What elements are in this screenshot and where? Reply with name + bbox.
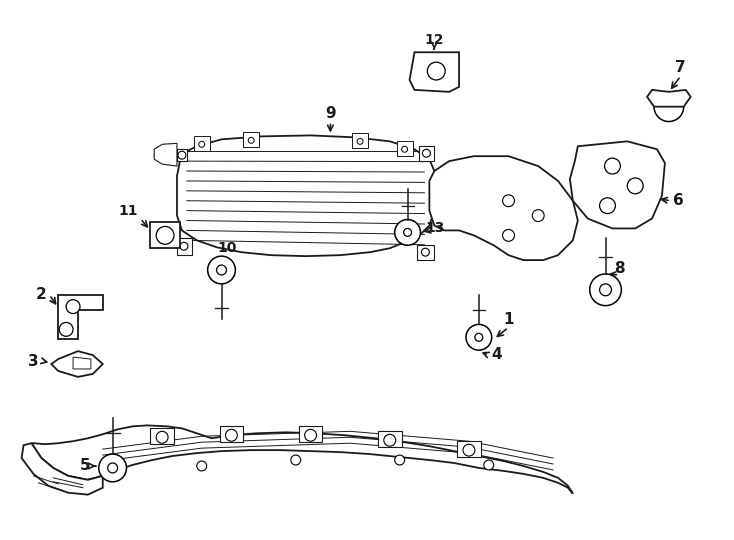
Polygon shape [150, 428, 174, 444]
Polygon shape [21, 443, 103, 495]
Circle shape [197, 461, 207, 471]
Circle shape [248, 137, 254, 143]
Polygon shape [150, 222, 180, 248]
Polygon shape [410, 52, 459, 92]
Circle shape [156, 431, 168, 443]
Text: 6: 6 [673, 193, 684, 208]
Circle shape [532, 210, 544, 221]
Circle shape [605, 158, 620, 174]
Circle shape [225, 429, 237, 441]
Circle shape [600, 284, 611, 296]
Polygon shape [177, 136, 435, 256]
Polygon shape [352, 133, 368, 148]
Text: 9: 9 [325, 106, 335, 121]
Circle shape [305, 429, 316, 441]
Circle shape [66, 300, 80, 314]
Circle shape [589, 274, 622, 306]
Circle shape [421, 248, 429, 256]
Circle shape [156, 226, 174, 244]
Circle shape [108, 463, 117, 473]
Text: 10: 10 [218, 241, 237, 255]
Polygon shape [570, 141, 665, 228]
Circle shape [654, 92, 683, 122]
Polygon shape [73, 357, 91, 369]
Circle shape [503, 230, 515, 241]
Polygon shape [58, 295, 103, 339]
Circle shape [600, 198, 615, 214]
Text: 13: 13 [426, 221, 445, 235]
Circle shape [404, 228, 412, 237]
Polygon shape [647, 90, 691, 107]
Circle shape [628, 178, 643, 194]
Text: 2: 2 [36, 287, 47, 302]
Circle shape [395, 220, 421, 245]
Circle shape [217, 265, 227, 275]
Polygon shape [396, 141, 413, 156]
Polygon shape [378, 431, 401, 447]
Text: 1: 1 [504, 312, 514, 327]
Circle shape [503, 195, 515, 207]
Circle shape [180, 242, 188, 250]
Circle shape [484, 460, 494, 470]
Circle shape [475, 333, 483, 341]
Polygon shape [419, 146, 435, 161]
Polygon shape [177, 238, 192, 255]
Polygon shape [243, 132, 259, 147]
Polygon shape [154, 143, 177, 166]
Circle shape [466, 325, 492, 350]
Polygon shape [51, 351, 103, 377]
Circle shape [99, 454, 126, 482]
Text: 5: 5 [79, 458, 90, 474]
Polygon shape [32, 426, 573, 494]
Polygon shape [194, 137, 210, 151]
Circle shape [291, 455, 301, 465]
Circle shape [384, 434, 396, 446]
Circle shape [463, 444, 475, 456]
Polygon shape [457, 441, 481, 457]
Text: 12: 12 [424, 33, 444, 48]
Text: 8: 8 [614, 260, 625, 275]
Polygon shape [219, 427, 243, 442]
Circle shape [395, 455, 404, 465]
Circle shape [208, 256, 236, 284]
Circle shape [401, 146, 407, 152]
Polygon shape [429, 156, 578, 260]
Circle shape [357, 138, 363, 144]
Circle shape [199, 141, 205, 147]
Text: 3: 3 [28, 354, 39, 369]
Circle shape [427, 62, 446, 80]
Text: 7: 7 [675, 59, 686, 75]
Polygon shape [299, 427, 322, 442]
Polygon shape [418, 245, 435, 260]
Circle shape [423, 149, 430, 157]
Polygon shape [177, 149, 187, 161]
Circle shape [59, 322, 73, 336]
Text: 11: 11 [119, 204, 138, 218]
Circle shape [178, 151, 186, 159]
Text: 4: 4 [491, 347, 502, 362]
